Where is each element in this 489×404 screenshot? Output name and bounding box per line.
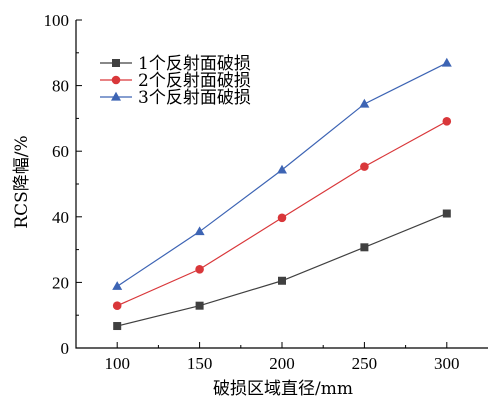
x-tick-label: 100 <box>104 354 130 373</box>
legend-1-label: 1个反射面破损 <box>138 54 251 74</box>
legend-3-marker <box>111 91 121 101</box>
series-3-point <box>112 281 123 290</box>
x-tick-label: 200 <box>269 354 295 373</box>
series-3-point <box>441 57 452 67</box>
x-tick-label: 250 <box>352 354 378 373</box>
series-2-point <box>442 117 452 126</box>
y-tick-label: 60 <box>52 142 69 161</box>
series-3-point <box>277 164 287 174</box>
series-2-point <box>360 162 369 171</box>
plot-area: 0 20 40 60 80 100 100 150 200 250 300 1个反射面破损2个反射面破… <box>44 11 488 373</box>
x-axis-title: 破损区域直径/mm <box>213 379 353 399</box>
series-2-point <box>112 301 122 310</box>
legend-2-marker <box>111 75 121 85</box>
y-tick-label: 20 <box>52 273 69 292</box>
y-tick-label: 0 <box>61 339 70 358</box>
y-axis-title: RCS降幅/% <box>12 135 32 228</box>
y-tick-label: 40 <box>52 208 69 227</box>
series-1-point <box>360 243 369 252</box>
x-tick-label: 300 <box>434 354 460 373</box>
legend-2-label: 2个反射面破损 <box>138 71 251 91</box>
legend-1-marker <box>112 59 120 67</box>
series-1-point <box>113 322 122 331</box>
y-tick-label: 100 <box>44 11 70 30</box>
series-1-point <box>278 276 286 285</box>
series-2-point <box>195 264 204 274</box>
legend-3-label: 3个反射面破损 <box>138 88 251 108</box>
series-3-point <box>359 98 370 108</box>
series-1-point <box>442 209 451 218</box>
series-1-point <box>195 301 204 310</box>
series-2-point <box>277 213 287 223</box>
series-1-line <box>117 212 448 327</box>
x-tick-label: 150 <box>187 354 213 373</box>
series-3-point <box>194 226 205 236</box>
y-tick-label: 80 <box>52 77 69 96</box>
